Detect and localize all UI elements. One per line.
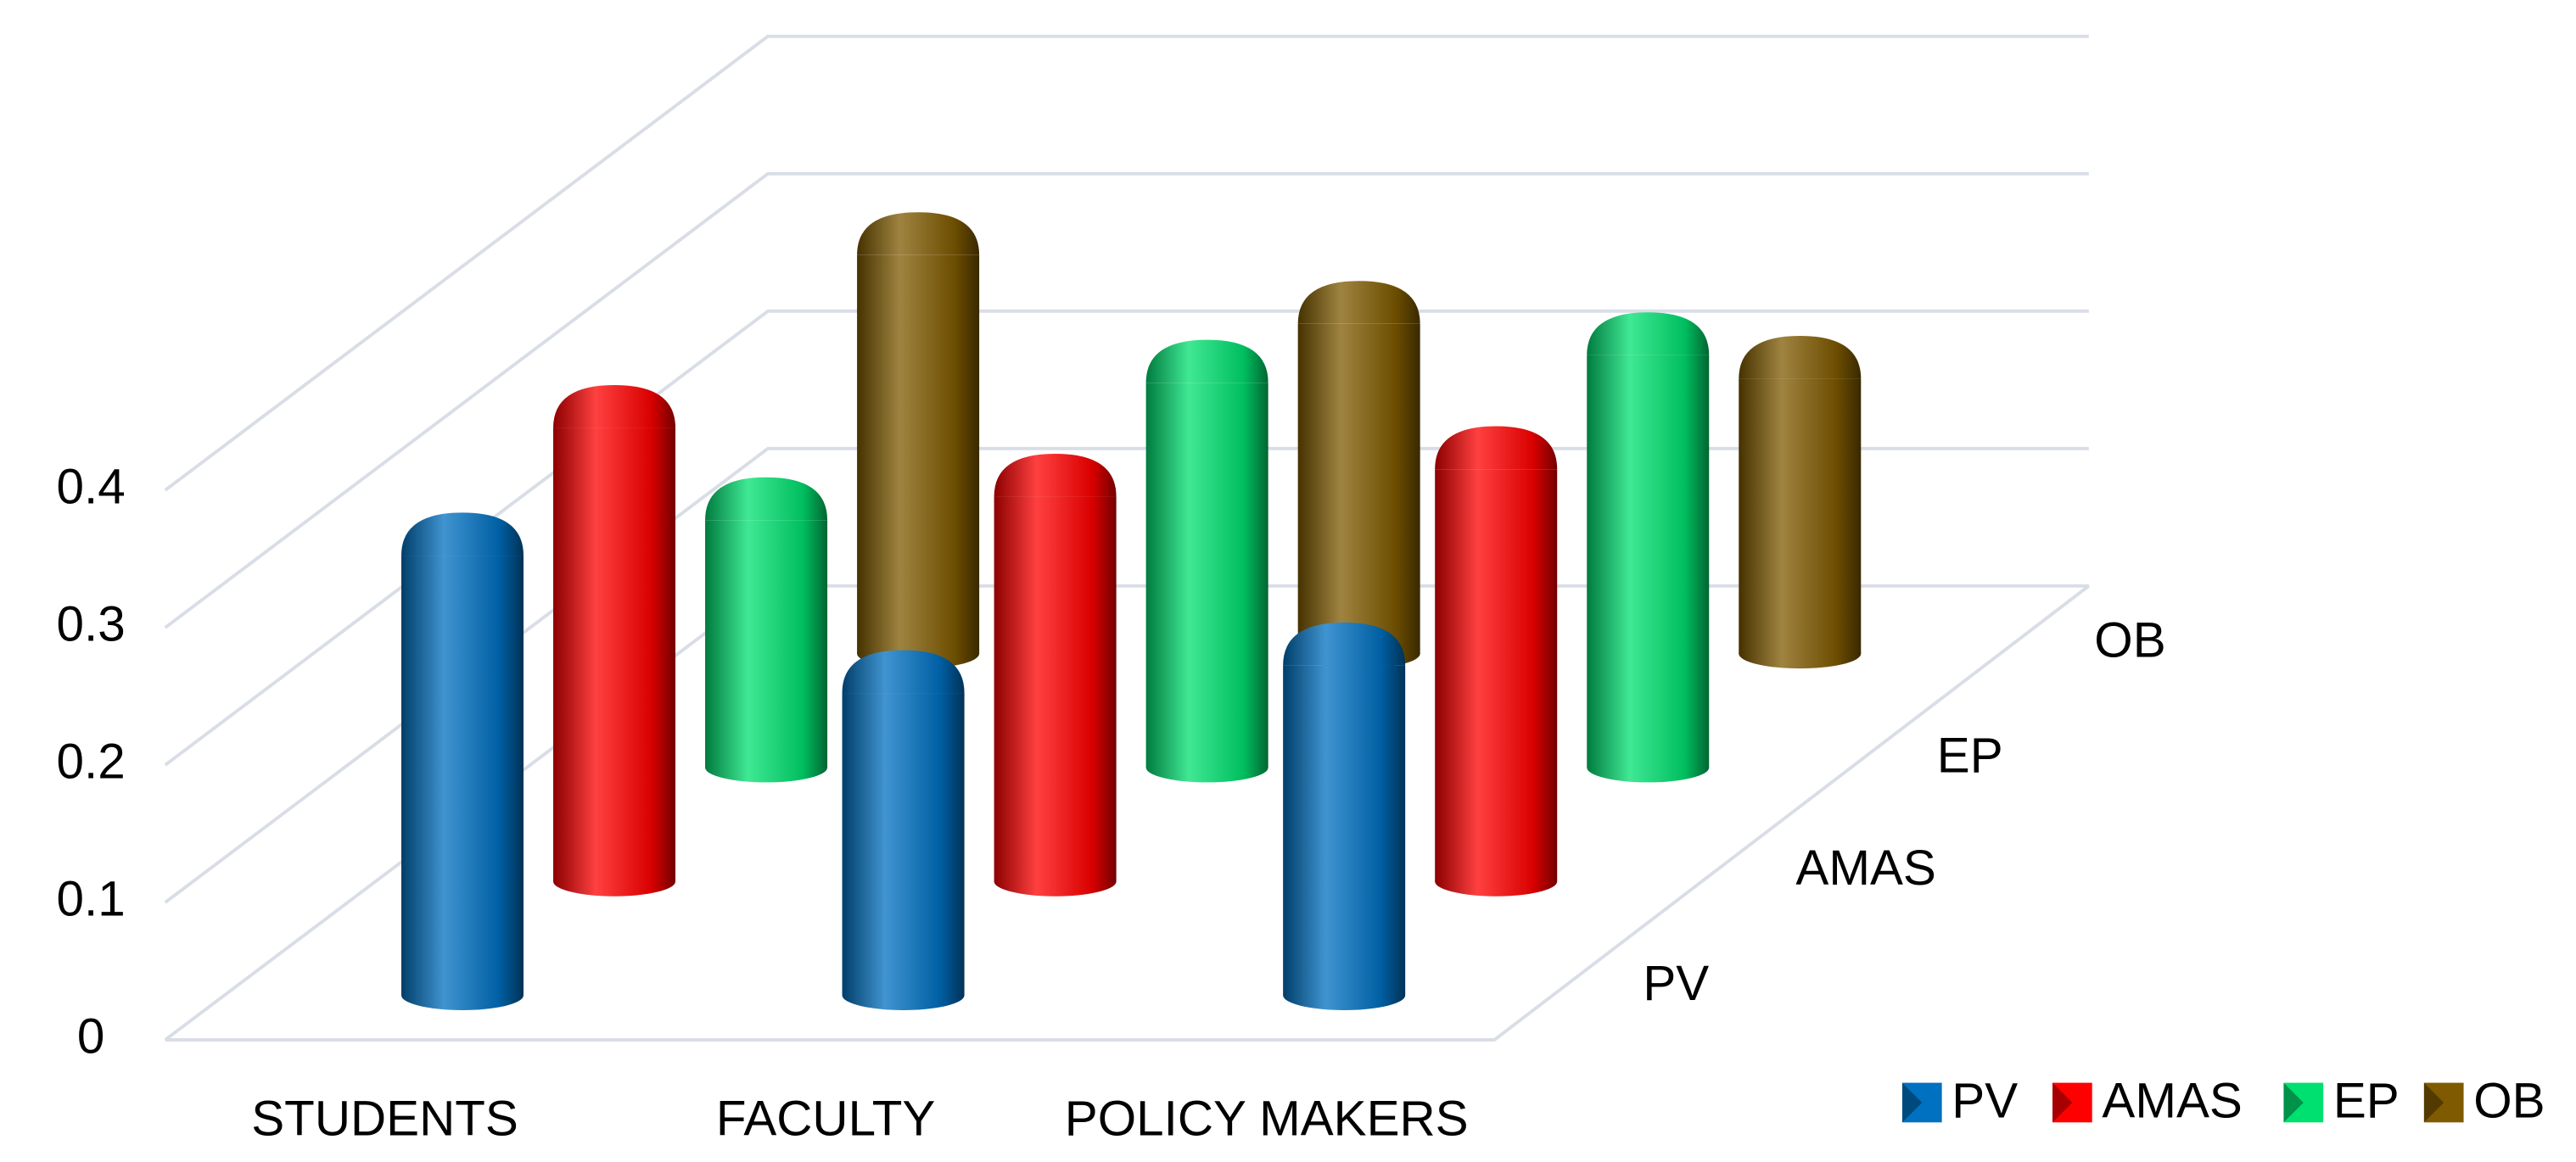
bar [994,453,1117,897]
bar [400,512,524,1010]
bar-cap [857,212,980,255]
legend-swatch [2052,1082,2092,1123]
legend-label: PV [1952,1073,2018,1128]
bar [1435,426,1558,897]
bar-body [994,496,1117,882]
bar-cap [400,512,524,556]
legend-swatch-shade [2052,1082,2073,1123]
depth-label: AMAS [1795,841,1935,896]
depth-label: EP [1937,729,2003,784]
x-tick-label: STUDENTS [251,1092,518,1147]
bar-body [1435,469,1558,882]
bar [857,212,980,669]
bar-body [1739,378,1862,654]
grid-line [164,171,2089,629]
x-tick-label: POLICY MAKERS [1065,1092,1469,1147]
legend-label: EP [2333,1073,2400,1128]
bar-cap [1145,339,1268,383]
legend-swatch-shade [2283,1082,2304,1123]
legend-swatch-shade [1901,1082,1923,1123]
y-tick-label: 0 [77,1008,104,1064]
legend-swatch-shade [2423,1082,2444,1123]
bar-cap [553,384,676,428]
bar-cap [1297,281,1420,324]
bar-cap [994,453,1117,497]
bar [1587,312,1710,783]
depth-label: OB [2094,612,2165,668]
y-tick-label: 0.2 [57,734,126,789]
legend-label: OB [2473,1073,2545,1128]
legend-label: AMAS [2102,1073,2242,1128]
bar [1739,336,1862,669]
bar-cap [1739,336,1862,379]
bar [1297,281,1420,669]
bar-body [1587,355,1710,768]
bar [1283,623,1406,1010]
grid-line [164,34,2089,492]
y-tick-label: 0.1 [57,871,126,926]
bar-cap [1283,623,1406,666]
bar-cap [1435,426,1558,470]
bar-body [1283,665,1406,996]
x-tick-label: FACULTY [716,1092,935,1147]
bar-body [842,693,965,996]
y-tick-label: 0.3 [57,596,126,651]
bar-body [400,556,524,996]
legend-swatch [2283,1082,2324,1123]
y-tick-label: 0.4 [57,459,126,514]
grid-line [164,309,2089,767]
legend-swatch [1901,1082,1942,1123]
bar [842,650,965,1010]
legend-swatch [2423,1082,2464,1123]
bar-cap [705,477,828,521]
bar-cap [842,650,965,694]
bar [1145,339,1268,783]
bar-body [705,520,828,768]
floor-edge [165,584,2091,1042]
bar-body [857,254,980,654]
bar [705,477,828,783]
depth-label: PV [1643,956,1709,1011]
bar-body [1145,383,1268,768]
bar-body [1297,323,1420,654]
bar [553,384,676,897]
bar-body [553,427,676,882]
bar-cap [1587,312,1710,355]
